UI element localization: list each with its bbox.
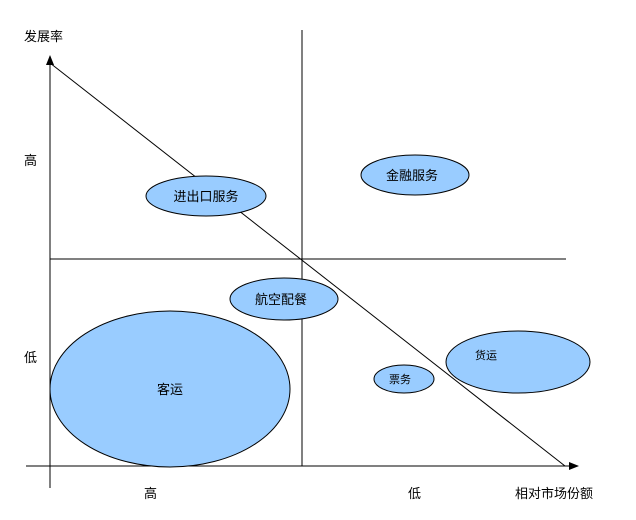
- bubble-label: 客运: [157, 382, 183, 398]
- bubble-label: 航空配餐: [255, 292, 307, 308]
- y-axis-low-label: 低: [24, 351, 37, 366]
- x-axis-high-label: 高: [144, 486, 157, 502]
- bubble-ticketing: 票务: [373, 364, 435, 394]
- bubble-label: 进出口服务: [173, 189, 238, 205]
- diagonal-line: [49, 62, 566, 467]
- bubble-financial-service: 金融服务: [360, 154, 470, 196]
- bubble-label: 金融服务: [386, 168, 438, 184]
- x-axis-title: 相对市场份额: [515, 486, 593, 502]
- bubble-label: 票务: [389, 373, 411, 386]
- bubble-label: 货运: [475, 348, 497, 362]
- bubble-passenger-transport: 客运: [49, 310, 291, 468]
- bubble-export-import-service: 进出口服务: [145, 175, 267, 217]
- x-axis-low-label: 低: [408, 487, 421, 502]
- y-axis-high-label: 高: [24, 153, 37, 169]
- bubble-freight: 货运: [445, 330, 591, 394]
- bubble-airline-catering: 航空配餐: [229, 277, 339, 321]
- y-axis-title: 发展率: [24, 29, 63, 45]
